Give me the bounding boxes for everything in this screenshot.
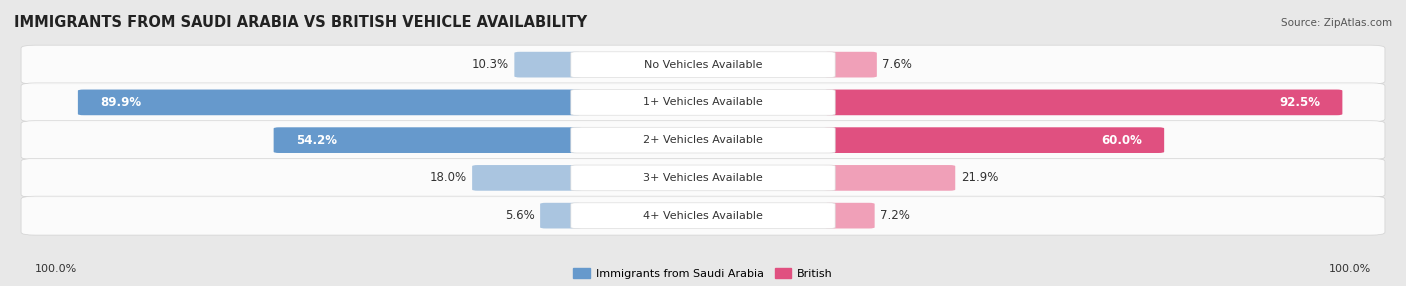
FancyBboxPatch shape (571, 52, 835, 78)
FancyBboxPatch shape (824, 165, 955, 191)
Text: 100.0%: 100.0% (1329, 264, 1371, 274)
Text: 60.0%: 60.0% (1101, 134, 1142, 147)
FancyBboxPatch shape (571, 203, 835, 229)
Text: 1+ Vehicles Available: 1+ Vehicles Available (643, 98, 763, 107)
FancyBboxPatch shape (21, 196, 1385, 235)
FancyBboxPatch shape (472, 165, 582, 191)
FancyBboxPatch shape (274, 127, 582, 153)
Text: 18.0%: 18.0% (429, 171, 467, 184)
FancyBboxPatch shape (824, 203, 875, 229)
Text: 5.6%: 5.6% (505, 209, 534, 222)
FancyBboxPatch shape (21, 121, 1385, 160)
FancyBboxPatch shape (515, 52, 582, 78)
FancyBboxPatch shape (824, 127, 1164, 153)
Legend: Immigrants from Saudi Arabia, British: Immigrants from Saudi Arabia, British (569, 264, 837, 283)
Text: 54.2%: 54.2% (297, 134, 337, 147)
Text: 4+ Vehicles Available: 4+ Vehicles Available (643, 211, 763, 221)
Text: 21.9%: 21.9% (960, 171, 998, 184)
FancyBboxPatch shape (540, 203, 582, 229)
Text: 3+ Vehicles Available: 3+ Vehicles Available (643, 173, 763, 183)
Text: 92.5%: 92.5% (1279, 96, 1320, 109)
FancyBboxPatch shape (824, 90, 1343, 115)
Text: 2+ Vehicles Available: 2+ Vehicles Available (643, 135, 763, 145)
Text: 7.6%: 7.6% (883, 58, 912, 71)
FancyBboxPatch shape (21, 45, 1385, 84)
FancyBboxPatch shape (571, 165, 835, 191)
Text: 89.9%: 89.9% (100, 96, 142, 109)
Text: IMMIGRANTS FROM SAUDI ARABIA VS BRITISH VEHICLE AVAILABILITY: IMMIGRANTS FROM SAUDI ARABIA VS BRITISH … (14, 15, 588, 30)
FancyBboxPatch shape (571, 127, 835, 153)
FancyBboxPatch shape (21, 83, 1385, 122)
FancyBboxPatch shape (571, 90, 835, 115)
Text: 7.2%: 7.2% (880, 209, 910, 222)
FancyBboxPatch shape (824, 52, 877, 78)
Text: No Vehicles Available: No Vehicles Available (644, 60, 762, 69)
Text: 10.3%: 10.3% (471, 58, 509, 71)
Text: 100.0%: 100.0% (35, 264, 77, 274)
FancyBboxPatch shape (21, 158, 1385, 197)
FancyBboxPatch shape (77, 90, 582, 115)
Text: Source: ZipAtlas.com: Source: ZipAtlas.com (1281, 18, 1392, 28)
